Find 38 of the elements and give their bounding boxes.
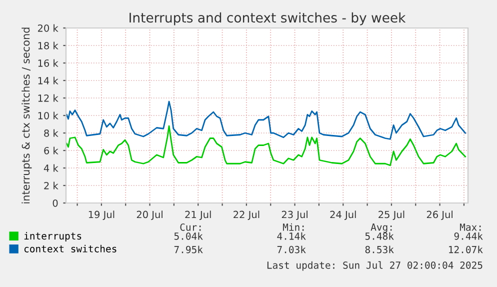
y-tick-label: 20 k xyxy=(38,24,58,32)
text: Last update: Sun Jul 27 02:00:04 2025 xyxy=(267,261,482,271)
y-axis-title: interrupts & ctx switches / second xyxy=(22,28,32,204)
y-tick-label: 2 k xyxy=(44,182,58,190)
x-tick-label: 23 Jul xyxy=(282,210,308,220)
y-tick-label: 10 k xyxy=(38,112,58,120)
text: 12.07k xyxy=(449,246,483,254)
text: 4.14k xyxy=(277,232,306,240)
text: Cur: xyxy=(180,223,201,231)
x-tick-label: 20 Jul xyxy=(136,210,162,220)
y-tick-label: 14 k xyxy=(38,76,58,84)
text: 5.48k xyxy=(365,232,394,240)
y-tick-label: 16 k xyxy=(38,59,58,67)
y-tick-label: 4 k xyxy=(44,164,58,172)
y-tick-label: 0 xyxy=(52,199,58,207)
y-tick-label: 6 k xyxy=(44,146,58,154)
x-tick-label: 26 Jul xyxy=(426,210,452,220)
x-tick-label: 25 Jul xyxy=(378,210,404,220)
x-tick-label: 19 Jul xyxy=(88,210,114,220)
legend-label: context switches xyxy=(24,244,116,252)
x-tick-label: 22 Jul xyxy=(234,210,260,220)
legend-label: interrupts xyxy=(24,232,82,242)
text: 7.95k xyxy=(174,246,203,254)
text: Avg: xyxy=(370,224,392,233)
line-series xyxy=(66,125,466,166)
text: Max: xyxy=(460,224,481,231)
x-tick-label: 21 Jul xyxy=(185,210,211,220)
y-tick-label: 18 k xyxy=(38,42,58,50)
text: 9.44k xyxy=(454,232,483,240)
x-tick-label: 24 Jul xyxy=(330,210,356,220)
text: 7.03k xyxy=(277,246,306,254)
y-tick-label: 12 k xyxy=(38,94,58,102)
text: Min: xyxy=(282,223,304,231)
text: 5.04k xyxy=(174,232,203,240)
line-series xyxy=(66,100,466,140)
y-tick-label: 8 k xyxy=(44,129,58,137)
chart-title: Interrupts and context switches - by week xyxy=(130,12,406,26)
text: 8.53k xyxy=(365,246,394,254)
